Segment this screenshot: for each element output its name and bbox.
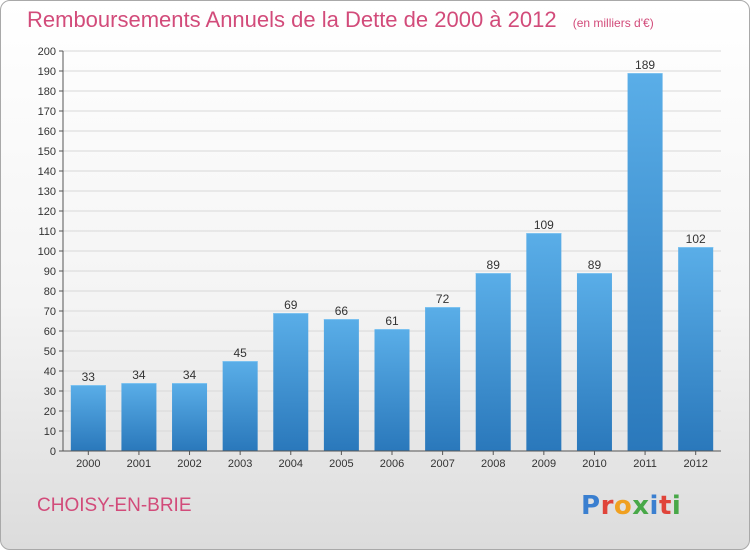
x-tick-label: 2010 <box>582 458 606 470</box>
commune-name: CHOISY-EN-BRIE <box>37 495 192 516</box>
data-label: 89 <box>487 258 501 272</box>
x-tick-label: 2009 <box>532 458 556 470</box>
y-tick-label: 110 <box>38 226 56 238</box>
data-label: 33 <box>82 370 96 384</box>
logo-letter: i <box>671 491 682 521</box>
x-tick-label: 2005 <box>329 458 353 470</box>
chart-title: Remboursements Annuels de la Dette de 20… <box>27 7 654 33</box>
bar <box>273 313 309 451</box>
data-label: 89 <box>588 258 602 272</box>
y-tick-label: 40 <box>44 366 56 378</box>
y-tick-label: 140 <box>38 166 56 178</box>
logo-letter: t <box>658 491 672 521</box>
y-tick-label: 10 <box>44 426 56 438</box>
y-tick-label: 70 <box>44 306 56 318</box>
logo-letter: x <box>632 491 650 521</box>
y-tick-label: 30 <box>44 386 56 398</box>
bar <box>323 319 359 451</box>
bar <box>425 307 461 451</box>
y-tick-label: 160 <box>38 126 56 138</box>
data-label: 34 <box>183 368 197 382</box>
x-tick-label: 2006 <box>380 458 404 470</box>
bar <box>576 273 612 451</box>
data-label: 189 <box>635 58 655 72</box>
axes: 0 10 20 30 40 50 60 70 80 90 100 110 120 130 140 150 160… <box>38 46 721 470</box>
data-label: 69 <box>284 298 298 312</box>
data-label: 72 <box>436 292 450 306</box>
y-tick-label: 130 <box>38 186 56 198</box>
data-label: 34 <box>132 368 146 382</box>
data-label: 109 <box>534 218 554 232</box>
y-tick-label: 200 <box>38 46 56 58</box>
x-tick-label: 2011 <box>633 458 657 470</box>
x-tick-label: 2007 <box>430 458 454 470</box>
y-tick-label: 0 <box>50 446 56 458</box>
y-tick-label: 80 <box>44 286 56 298</box>
data-label: 45 <box>233 346 247 360</box>
x-tick-label: 2002 <box>177 458 201 470</box>
bar <box>172 383 208 451</box>
x-tick-label: 2008 <box>481 458 505 470</box>
x-tick-label: 2003 <box>228 458 252 470</box>
logo-letter: o <box>613 491 633 521</box>
bar <box>627 73 663 451</box>
x-tick-label: 2000 <box>76 458 100 470</box>
bar <box>374 329 410 451</box>
bar <box>678 247 714 451</box>
x-tick-label: 2012 <box>683 458 707 470</box>
x-tick-label: 2004 <box>279 458 303 470</box>
data-label: 61 <box>385 314 399 328</box>
y-tick-label: 180 <box>38 86 56 98</box>
y-tick-label: 190 <box>38 66 56 78</box>
y-tick-label: 120 <box>38 206 56 218</box>
bar <box>222 361 258 451</box>
y-tick-label: 100 <box>38 246 56 258</box>
bar <box>70 385 106 451</box>
y-tick-label: 170 <box>38 106 56 118</box>
logo-letter: r <box>600 491 614 521</box>
data-label: 66 <box>335 304 349 318</box>
y-tick-label: 50 <box>44 346 56 358</box>
data-label: 102 <box>686 232 706 246</box>
proxiti-logo: Proxiti <box>581 491 681 521</box>
bar <box>526 233 562 451</box>
y-tick-label: 90 <box>44 266 56 278</box>
x-tick-label: 2001 <box>127 458 151 470</box>
bar <box>121 383 157 451</box>
logo-letter: i <box>649 491 659 521</box>
title-text: Remboursements Annuels de la Dette de 20… <box>27 7 557 32</box>
bar <box>475 273 511 451</box>
logo-letter: P <box>581 491 601 521</box>
y-tick-label: 20 <box>44 406 56 418</box>
y-tick-label: 150 <box>38 146 56 158</box>
chart-subtitle: (en milliers d'€) <box>572 16 654 30</box>
y-tick-label: 60 <box>44 326 56 338</box>
bars: 33 34 34 45 69 66 61 72 89 109 89 189 102 <box>70 58 714 451</box>
